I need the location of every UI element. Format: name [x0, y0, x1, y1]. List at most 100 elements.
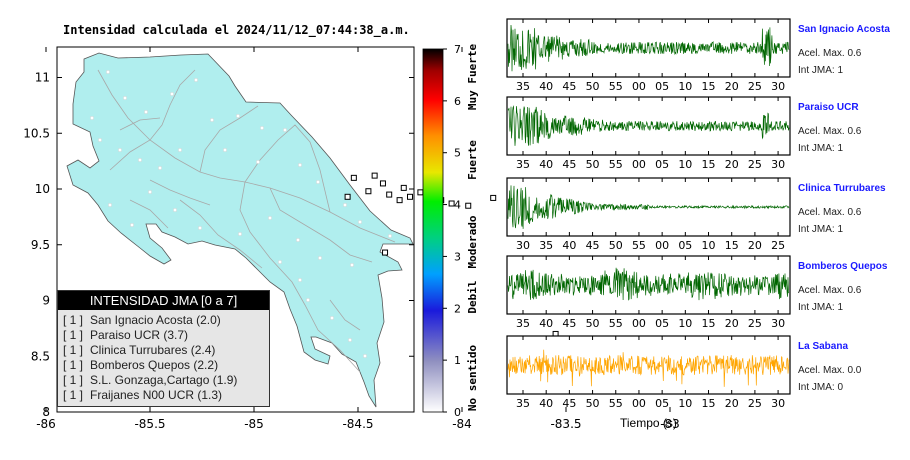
road: [244, 124, 331, 213]
colorbar-gradient: [422, 48, 444, 413]
town-marker: [260, 126, 264, 130]
town-marker: [130, 223, 134, 227]
road: [149, 179, 211, 206]
waveform-tick-label: 10: [678, 80, 692, 93]
waveform-tick-label: 15: [725, 239, 739, 252]
colorbar-tick-label: 2: [454, 302, 461, 315]
map-ytick-label: 9.5: [31, 238, 50, 252]
map-x-axis: -86 -85.5 -85 -84.5 -84 -83.5 -83: [36, 47, 680, 431]
waveform-tick-label: 45: [562, 317, 576, 330]
legend-title: INTENSIDAD JMA [0 a 7]: [58, 291, 269, 310]
colorbar-category-label: Debil: [466, 280, 479, 313]
waveform-panel: 30 35 40 45 50 55 00 05 10 15 20 25: [506, 177, 791, 252]
colorbar-tick-label: 7: [454, 43, 461, 56]
waveform-tick-label: 55: [609, 397, 623, 410]
costa-rica-landmass: [66, 52, 414, 408]
map-ytick-label: 11: [35, 71, 50, 85]
station-marker: [407, 193, 413, 200]
town-marker: [123, 96, 127, 100]
town-marker: [330, 316, 334, 320]
town-markers: [90, 70, 392, 358]
intensity-legend: INTENSIDAD JMA [0 a 7] [ 1 ] San Ignacio …: [57, 290, 270, 407]
town-marker: [318, 256, 322, 260]
waveform-tick-label: 25: [748, 158, 762, 171]
station-marker: [382, 249, 389, 256]
waveform-tick-label: 50: [586, 317, 600, 330]
road: [329, 299, 361, 331]
legend-item-level: [ 1 ]: [63, 358, 84, 372]
town-marker: [238, 232, 242, 236]
map-xtick-label: -85: [244, 417, 264, 431]
road: [129, 199, 169, 229]
waveform-tick-label: 30: [771, 158, 785, 171]
station-marker: [350, 174, 357, 181]
station-acceleration: Acel. Max. 0.6: [798, 126, 862, 137]
map-xtick-label: -84: [452, 417, 472, 431]
legend-item: [ 1 ] Clinica Turrubares (2.4): [58, 343, 269, 358]
waveform-tick-label: 55: [632, 239, 646, 252]
waveform-tick-label: 20: [725, 317, 739, 330]
waveform-panel: 35 40 45 50 55 00 05 10 15 20 25 30: [506, 335, 791, 410]
colorbar-category-label: Muy Fuerte: [466, 44, 479, 111]
waveform-tick-label: 35: [516, 317, 530, 330]
colorbar-category-label: Moderado: [466, 215, 479, 268]
station-acceleration: Acel. Max. 0.0: [798, 365, 862, 376]
station-acceleration: Acel. Max. 0.6: [798, 285, 862, 296]
waveform-trace: [507, 349, 790, 387]
waveform-tick-label: 10: [702, 239, 716, 252]
town-marker: [236, 114, 240, 118]
town-marker: [118, 148, 122, 152]
colorbar: 0 1 2 3 4 5 6 7 Muy Fuerte Fuerte Moderado Debil No…: [422, 43, 479, 419]
station-jma-intensity: Int JMA: 1: [798, 65, 844, 76]
station-name: Bomberos Quepos: [798, 261, 888, 272]
waveform-panel: 35 40 45 50 55 00 05 10 15 20 25 30: [506, 255, 791, 330]
town-marker: [148, 190, 152, 194]
station-marker: [379, 180, 386, 187]
town-marker: [316, 180, 320, 184]
town-marker: [194, 78, 198, 82]
town-marker: [298, 163, 302, 167]
waveform-tick-label: 30: [771, 317, 785, 330]
town-marker: [90, 116, 94, 120]
waveform-tick-label: 35: [516, 158, 530, 171]
waveform-tick-label: 15: [702, 80, 716, 93]
town-marker: [348, 338, 352, 342]
map-ytick-label: 8: [42, 405, 50, 419]
town-marker: [170, 92, 174, 96]
legend-item-label: Fraijanes N00 UCR (1.3): [90, 388, 223, 402]
waveform-tick-label: 20: [725, 158, 739, 171]
town-marker: [358, 220, 362, 224]
road: [199, 105, 259, 173]
town-marker: [158, 166, 162, 170]
station-name: Clinica Turrubares: [798, 183, 886, 194]
waveform-tick-label: 55: [609, 80, 623, 93]
map-ytick-label: 10: [35, 182, 50, 196]
legend-item-level: [ 1 ]: [63, 388, 84, 402]
town-marker: [223, 148, 227, 152]
station-marker: [465, 202, 472, 209]
map-xtick-label: -86: [36, 417, 56, 431]
waveform-tick-label: 40: [539, 80, 553, 93]
map-title: Intensidad calculada el 2024/11/12_07:44…: [63, 23, 410, 37]
station-name: Paraiso UCR: [798, 102, 859, 113]
colorbar-tick-label: 5: [454, 147, 461, 160]
town-marker: [306, 298, 310, 302]
waveform-tick-label: 50: [586, 80, 600, 93]
waveform-tick-label: 15: [702, 397, 716, 410]
station-jma-intensity: Int JMA: 1: [798, 224, 844, 235]
waveform-tick-label: 20: [725, 397, 739, 410]
station-name: La Sabana: [798, 341, 849, 352]
waveform-trace: [507, 24, 790, 72]
waveform-tick-label: 05: [655, 317, 669, 330]
map-ytick-label: 10.5: [23, 126, 50, 140]
town-marker: [283, 128, 287, 132]
road: [119, 117, 161, 131]
town-marker: [144, 110, 148, 114]
station-marker: [344, 193, 351, 200]
town-marker: [363, 354, 367, 358]
town-marker: [278, 260, 282, 264]
colorbar-tick-label: 6: [454, 95, 461, 108]
waveform-tick-label: 45: [562, 158, 576, 171]
waveform-tick-label: 10: [678, 317, 692, 330]
waveform-tick-label: 10: [678, 397, 692, 410]
